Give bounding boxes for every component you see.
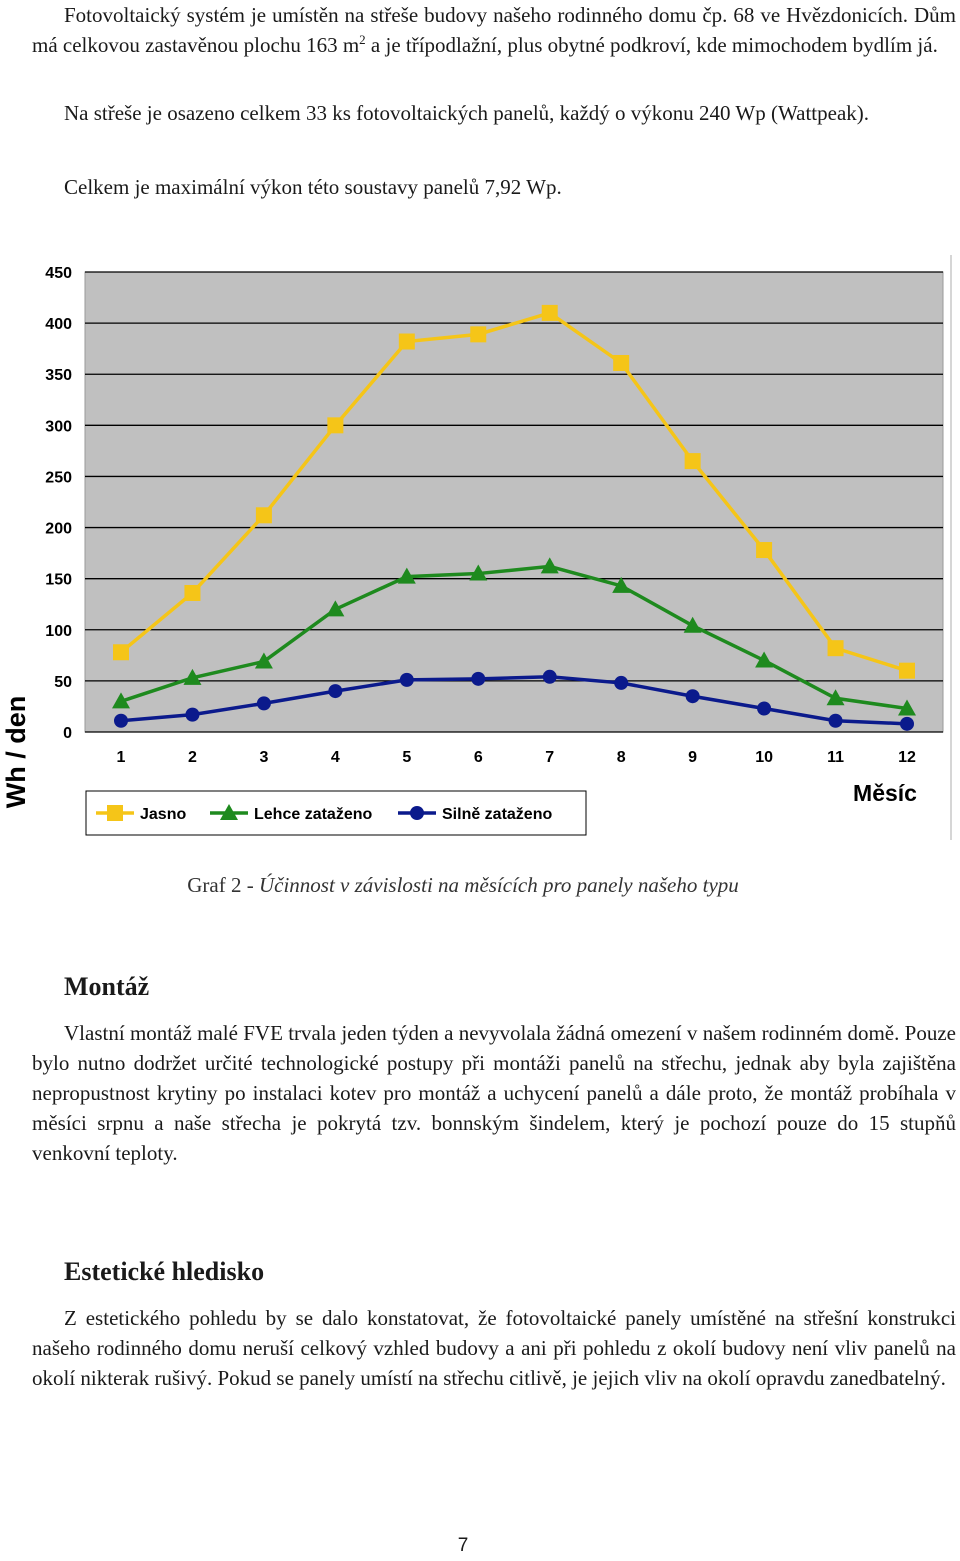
x-tick-label: 9 [688, 749, 697, 766]
intro-text-b: a je třípodlažní, plus obytné podkroví, … [365, 33, 938, 57]
x-tick-label: 3 [259, 749, 268, 766]
data-point [326, 600, 345, 617]
data-point [755, 651, 774, 668]
data-point [827, 640, 844, 657]
estetika-paragraph: Z estetického pohledu by se dalo konstat… [32, 1306, 956, 1390]
intro-paragraph-1: Fotovoltaický systém je umístěn na střeš… [32, 0, 956, 60]
legend-entry: Silně zataženo [398, 806, 552, 823]
data-point [471, 671, 486, 686]
data-point [398, 333, 415, 350]
x-tick-label: 2 [188, 749, 197, 766]
data-point [828, 713, 843, 728]
series-line [120, 564, 908, 711]
data-point [328, 684, 343, 699]
y-tick-label: 50 [54, 674, 72, 691]
data-point [683, 616, 702, 633]
y-tick-label: 200 [45, 521, 72, 538]
data-point [254, 652, 273, 669]
legend-label: Jasno [140, 806, 186, 823]
legend-marker [107, 805, 123, 821]
legend-entry: Jasno [96, 805, 186, 823]
data-point [756, 542, 773, 559]
x-axis-label: Měsíc [853, 780, 917, 806]
legend-marker [410, 806, 424, 820]
y-tick-label: 100 [45, 623, 72, 640]
superscript: 2 [359, 32, 366, 47]
data-point [898, 699, 916, 716]
data-point [613, 354, 630, 371]
data-point [256, 696, 271, 711]
intro-paragraph-3: Celkem je maximální výkon této soustavy … [64, 175, 562, 199]
series-1 [113, 304, 915, 679]
chart-frame-line [950, 255, 952, 840]
data-point [327, 417, 344, 434]
grid-lines [85, 271, 943, 733]
y-tick-label: 0 [63, 725, 72, 742]
x-tick-label: 5 [402, 749, 411, 766]
legend-label: Lehce zataženo [254, 806, 372, 823]
y-tick-label: 150 [45, 572, 72, 589]
y-tick-label: 450 [45, 265, 72, 282]
plot-area [84, 271, 944, 733]
data-point [542, 669, 557, 684]
data-point [399, 672, 414, 687]
legend-label: Silně zataženo [442, 806, 552, 823]
legend-box [85, 790, 587, 836]
data-point [757, 701, 772, 716]
x-tick-label: 11 [827, 749, 844, 766]
y-tick-label: 300 [45, 418, 72, 435]
x-tick-label: 8 [617, 749, 626, 766]
caption-text: Účinnost v závislosti na měsících pro pa… [258, 873, 739, 897]
data-point [826, 689, 845, 706]
legend: Jasno Lehce zataženo Silně zataženo [96, 804, 552, 823]
series-line [120, 675, 908, 726]
legend-marker [220, 804, 238, 820]
chart-caption: Graf 2 - Účinnost v závislosti na měsící… [0, 870, 926, 900]
x-tick-label: 7 [545, 749, 554, 766]
efficiency-chart: 0 50 100 150 200 250 300 350 400 450 1 2 3 4 5 6 7 8 9 10 1… [0, 255, 960, 840]
y-axis-label: Wh / den [1, 696, 31, 808]
data-point [685, 689, 700, 704]
x-tick-label: 1 [117, 749, 126, 766]
legend-entry: Lehce zataženo [210, 804, 372, 823]
data-point [184, 584, 201, 601]
data-point [541, 304, 558, 321]
data-point [185, 707, 200, 722]
intro-text-a: Fotovoltaický systém je umístěn na střeš… [32, 3, 956, 57]
data-point [899, 662, 915, 679]
data-point [684, 453, 701, 470]
x-tick-label: 12 [898, 749, 916, 766]
montaz-paragraph: Vlastní montáž malé FVE trvala jeden týd… [32, 1021, 956, 1165]
series-lines [112, 304, 916, 731]
data-point [612, 576, 631, 593]
data-point [397, 567, 416, 584]
data-point [540, 557, 559, 574]
caption-prefix: Graf 2 - [187, 873, 259, 897]
y-tick-label: 400 [45, 316, 72, 333]
data-point [469, 564, 488, 581]
series-line [119, 310, 908, 673]
y-tick-label: 250 [45, 469, 72, 486]
x-tick-label: 4 [331, 749, 340, 766]
series-3 [114, 669, 914, 731]
page-number: 7 [457, 1535, 469, 1556]
x-axis-ticks: 1 2 3 4 5 6 7 8 9 10 11 12 [117, 749, 916, 766]
data-point [114, 713, 128, 728]
data-point [112, 692, 130, 709]
x-tick-label: 6 [474, 749, 483, 766]
heading-montaz: Montáž [64, 972, 150, 1001]
data-point [470, 326, 487, 343]
data-point [113, 644, 129, 661]
y-axis-ticks: 0 50 100 150 200 250 300 350 400 450 [45, 265, 72, 742]
data-point [255, 507, 272, 524]
intro-paragraph-2: Na střeše je osazeno celkem 33 ks fotovo… [64, 101, 870, 125]
data-point [183, 668, 202, 685]
x-tick-label: 10 [755, 749, 773, 766]
data-point [614, 675, 629, 690]
heading-estetika: Estetické hledisko [64, 1257, 265, 1286]
data-point [900, 716, 914, 731]
y-tick-label: 350 [45, 367, 72, 384]
series-2 [112, 557, 916, 716]
